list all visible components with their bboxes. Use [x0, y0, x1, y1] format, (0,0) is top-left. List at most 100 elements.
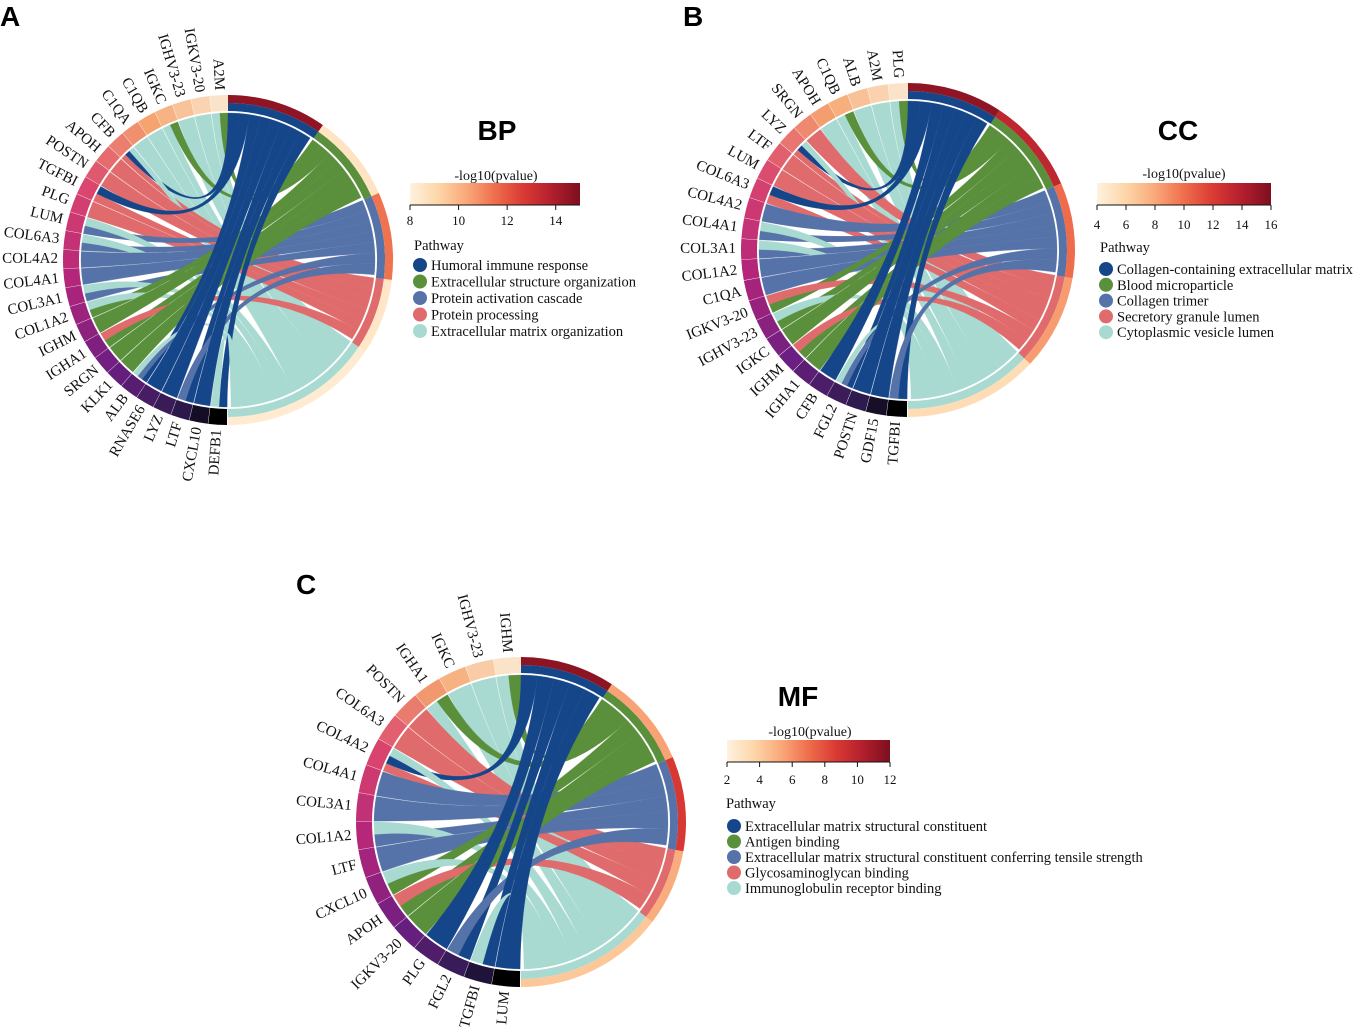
gene-segment-fgl2: [437, 950, 470, 977]
gene-segment-col1a2: [741, 258, 760, 281]
gene-segment-c1qb: [828, 94, 853, 118]
pathway-segment-5: [908, 353, 1025, 409]
outer-ring: [356, 656, 686, 987]
gene-segment-col4a2: [62, 249, 80, 269]
scale-tick-label: 4: [756, 772, 763, 787]
gene-segment-tgfbi: [463, 961, 495, 985]
gene-label-igkc: IGKC: [427, 631, 457, 671]
ribbons: [80, 112, 376, 408]
gene-label-col6a3: COL6A3: [332, 685, 387, 730]
ribbon-cfb-to-pathway-4: [121, 154, 375, 289]
outer-ring: [62, 95, 394, 425]
ribbon-defb1-to-pathway-1: [218, 132, 311, 408]
gene-segment-apoh: [96, 146, 120, 171]
pathway-pvalue-band-4: [645, 849, 684, 922]
pathway-segment-5: [521, 912, 646, 979]
ribbon-postn-to-pathway-1: [852, 108, 967, 395]
pathway-pvalue-band-2: [607, 684, 673, 761]
gene-segment-ighm: [493, 656, 522, 676]
gene-segment-cfb: [108, 133, 133, 158]
gene-label-ltf: LTF: [744, 127, 774, 155]
gene-segment-srgn: [95, 348, 119, 373]
gene-label-ltf: LTF: [163, 420, 186, 449]
legend-swatch-5: [727, 881, 741, 895]
ribbon-col3a1-to-pathway-3: [373, 779, 666, 822]
gene-segment-col3a1: [741, 238, 758, 260]
gene-label-gdf15: GDF15: [858, 417, 882, 464]
ribbon-cfb-to-pathway-1: [820, 102, 944, 381]
gene-segment-ighv3-23: [465, 659, 496, 682]
gene-label-tgfbi: TGFBI: [885, 421, 904, 465]
ribbon-lum-to-pathway-1: [495, 689, 600, 970]
gene-label-col4a1: COL4A1: [301, 755, 359, 785]
color-scale-cc: 4 6 8 10 12 14 16: [1094, 183, 1278, 232]
gene-label-ighv3-23: IGHV3-23: [454, 593, 486, 660]
gene-segment-ighm: [778, 345, 804, 372]
legend-label-5: Extracellular matrix organization: [431, 324, 624, 340]
pathway-segment-4: [639, 848, 676, 918]
gene-label-col1a2: COL1A2: [681, 263, 738, 286]
pathway-segment-4: [352, 278, 384, 347]
gene-segment-ighv3-23: [756, 313, 781, 339]
pathway-pvalue-band-1: [228, 95, 323, 132]
gene-segment-igha1: [415, 678, 447, 708]
scale-tick-label: 12: [1207, 217, 1220, 232]
pathway-pvalue-band-5: [521, 917, 653, 987]
scale-tick-label: 16: [1265, 217, 1279, 232]
legend-swatch-3: [727, 850, 741, 864]
legend-swatch-3: [413, 291, 427, 305]
scale-tick-label: 2: [724, 772, 731, 787]
scale-tick-label: 4: [1094, 217, 1101, 232]
gene-segment-a2m: [209, 95, 229, 112]
panel-letter-a: A: [0, 1, 20, 32]
gene-label-plg: PLG: [39, 184, 71, 209]
scale-tick-label: 6: [1123, 217, 1130, 232]
ribbon-cxcl10-to-pathway-1: [193, 127, 302, 407]
gene-label-col4a1: COL4A1: [681, 212, 738, 235]
scale-tick-label: 8: [407, 213, 414, 228]
panel-letter-b: B: [683, 1, 703, 32]
ribbons: [758, 100, 1058, 400]
legend-label-1: Humoral immune response: [431, 258, 588, 274]
gene-segment-col4a2: [744, 197, 765, 221]
color-scale-bar: [1097, 183, 1271, 205]
legend-label-3: Extracellular matrix structural constitu…: [745, 850, 1144, 866]
gene-segment-alb: [121, 373, 146, 398]
gene-segment-plg: [414, 935, 446, 965]
legend-swatch-2: [1099, 277, 1113, 292]
pathway-pvalue-band-3: [665, 757, 686, 852]
chord-diagram-bp: A2MIGKV3-20IGHV3-23IGKCC1QBC1QACFBAPOHPO…: [2, 27, 394, 483]
pathway-pvalue-band-1: [908, 83, 1000, 118]
gene-segment-rnase6: [136, 384, 161, 407]
pathway-segment-1: [521, 665, 608, 698]
gene-segment-lyz: [153, 392, 177, 415]
scale-title-bp: -log10(pvalue): [454, 169, 538, 184]
gene-segment-cxcl10: [189, 404, 210, 424]
ribbon-col4a2-to-pathway-3: [761, 190, 1050, 233]
pathway-pvalue-band-4: [358, 279, 392, 352]
ribbon-lyz-to-pathway-1: [161, 119, 282, 399]
legend-swatch-2: [413, 274, 427, 289]
gene-label-alb: ALB: [839, 55, 863, 88]
pathway-segment-3: [657, 760, 678, 850]
pathway-pvalue-band-1: [521, 657, 612, 691]
gene-segment-ltf: [767, 143, 793, 169]
gene-label-a2m: A2M: [863, 48, 885, 82]
gene-segment-col4a1: [358, 764, 382, 796]
legend-swatch-4: [1099, 309, 1113, 324]
gene-segment-col1a2: [69, 302, 91, 325]
gene-label-c1qa: C1QA: [701, 284, 743, 309]
gene-label-col4a1: COL4A1: [3, 271, 60, 293]
gene-label-col3a1: COL3A1: [295, 793, 352, 814]
scale-tick-label: 10: [452, 213, 465, 228]
panel-c: C IGHM IGHV3-23IGKCIGHA1POSTNCOL6A3COL4A2…: [295, 569, 1143, 1028]
ribbon-igkv3-20-to-pathway-2: [408, 746, 656, 935]
gene-segment-klk1: [107, 361, 132, 386]
legend-cc: Collagen-containing extracellular matrix…: [1099, 262, 1354, 341]
pathway-pvalue-band-2: [318, 125, 379, 197]
gene-segment-lum: [491, 968, 521, 987]
gene-segment-col4a1: [741, 218, 760, 240]
gene-label-ltf: LTF: [330, 857, 359, 879]
gene-segment-igkc: [154, 104, 178, 127]
